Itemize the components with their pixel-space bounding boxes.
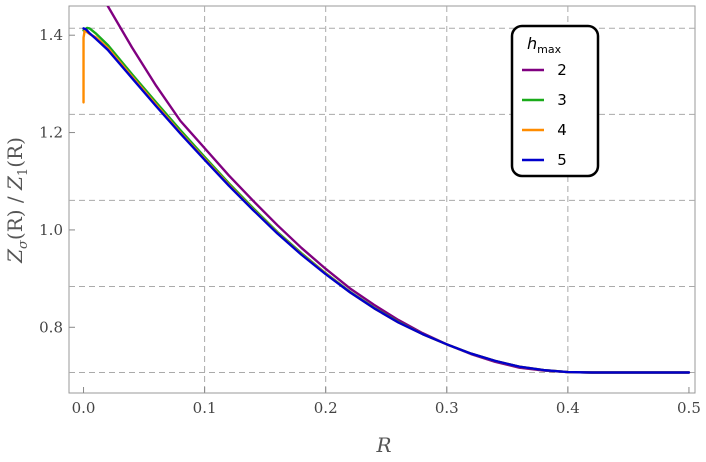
x-tick-label: 0.5: [677, 399, 701, 417]
legend-title-main: h: [527, 34, 537, 53]
x-tick-label: 0.2: [314, 399, 338, 417]
y-axis-title-sigma: σ: [16, 239, 31, 249]
x-tick-label: 0.1: [193, 399, 217, 417]
x-tick-label: 0.0: [72, 399, 96, 417]
y-tick-label: 1.4: [39, 26, 63, 44]
y-axis-title-z1: Z: [3, 175, 27, 191]
y-tick-label: 0.8: [39, 318, 63, 336]
y-tick-label: 1.2: [39, 124, 63, 142]
x-tick-label: 0.3: [435, 399, 459, 417]
legend-label-4: 4: [557, 121, 567, 139]
legend-title: hmax: [527, 34, 562, 56]
plot-area: [68, 5, 696, 394]
legend-title-sub: max: [537, 43, 561, 56]
x-tick-label: 0.4: [556, 399, 580, 417]
x-axis-title: R: [375, 433, 391, 457]
legend-entries: 2 3 4 5: [522, 61, 567, 169]
y-axis-title: Zσ(R) / Z1(R): [3, 137, 31, 264]
series-line-hmax-5: [82, 27, 691, 374]
series-group: [82, 6, 691, 374]
axis-ticks: 0.0 0.1 0.2 0.3 0.4 0.5 0.8 1.0 1.2 1.4: [39, 26, 701, 417]
y-axis-title-z: Z: [3, 248, 27, 264]
y-axis-title-arg2: (R): [3, 137, 27, 168]
legend-label-2: 2: [557, 61, 567, 79]
series-layer: [82, 6, 691, 374]
legend: hmax 2 3 4 5: [510, 24, 600, 178]
y-axis-title-one: 1: [16, 168, 31, 176]
legend-label-3: 3: [557, 91, 567, 109]
legend-label-5: 5: [557, 151, 567, 169]
y-tick-label: 1.0: [39, 221, 63, 239]
legend-box: [510, 24, 600, 178]
y-axis-title-arg1: (R) /: [3, 190, 27, 240]
